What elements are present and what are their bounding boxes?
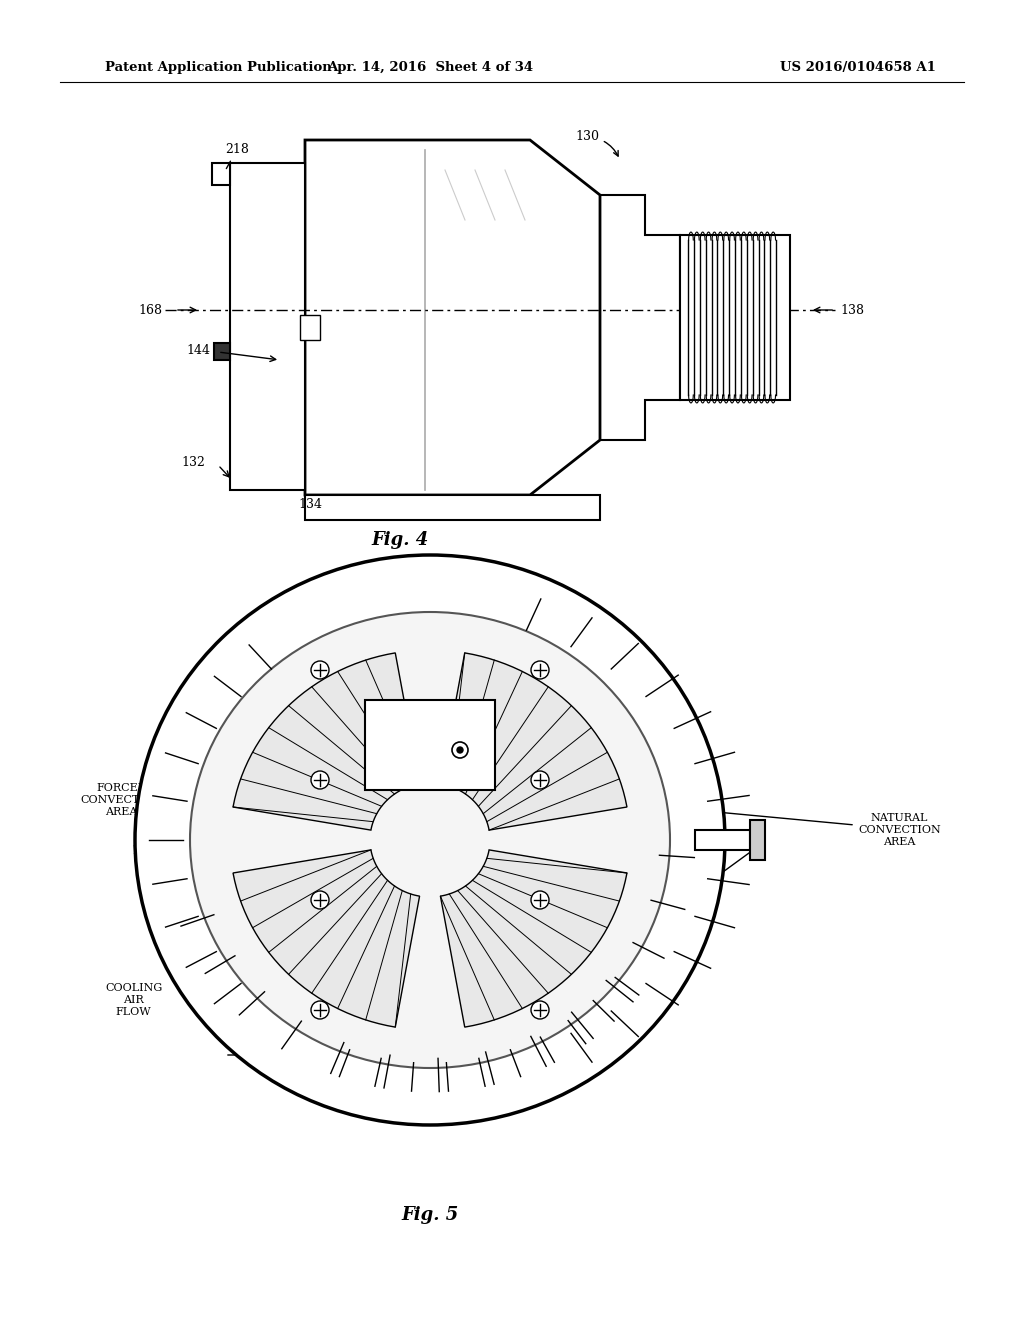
Text: Apr. 14, 2016  Sheet 4 of 34: Apr. 14, 2016 Sheet 4 of 34 [327, 62, 534, 74]
Text: US 2016/0104658 A1: US 2016/0104658 A1 [780, 62, 936, 74]
Text: 132: 132 [504, 664, 554, 682]
Circle shape [311, 771, 329, 789]
Circle shape [311, 891, 329, 909]
Text: 138: 138 [840, 304, 864, 317]
Text: 130: 130 [575, 129, 618, 156]
Polygon shape [233, 850, 420, 1027]
Polygon shape [440, 653, 627, 830]
Ellipse shape [190, 612, 670, 1068]
Circle shape [531, 1001, 549, 1019]
Bar [750, 820, 765, 861]
Bar [212, 162, 230, 185]
Bar [214, 343, 230, 360]
Text: NATURAL
CONVECTION
AREA: NATURAL CONVECTION AREA [858, 813, 941, 846]
Bar [305, 495, 600, 520]
Text: 158: 158 [131, 843, 190, 869]
Text: 132: 132 [181, 455, 205, 469]
Circle shape [531, 661, 549, 678]
Bar [680, 235, 790, 400]
Polygon shape [440, 850, 627, 1027]
Bar [365, 700, 495, 789]
Circle shape [457, 747, 463, 752]
Text: 190: 190 [346, 668, 396, 698]
Text: Patent Application Publication: Patent Application Publication [105, 62, 332, 74]
Text: COOLING
AIR
FLOW: COOLING AIR FLOW [105, 983, 162, 1016]
Polygon shape [233, 653, 420, 830]
Text: 134: 134 [298, 499, 322, 511]
Text: Fig. 4: Fig. 4 [372, 531, 429, 549]
Bar [695, 830, 750, 850]
Ellipse shape [135, 554, 725, 1125]
Circle shape [531, 891, 549, 909]
Polygon shape [305, 140, 600, 495]
Text: 218: 218 [225, 143, 249, 169]
Text: 218: 218 [645, 847, 757, 927]
Text: 168: 168 [138, 304, 162, 317]
Bar [230, 162, 305, 490]
Text: FORCED
CONVECTION
AREA: FORCED CONVECTION AREA [80, 783, 163, 817]
Circle shape [311, 661, 329, 678]
Text: Fig. 5: Fig. 5 [401, 1206, 459, 1224]
Text: 144: 144 [186, 343, 210, 356]
Circle shape [531, 771, 549, 789]
Bar [300, 315, 319, 341]
Circle shape [311, 1001, 329, 1019]
Text: 290: 290 [645, 734, 669, 756]
